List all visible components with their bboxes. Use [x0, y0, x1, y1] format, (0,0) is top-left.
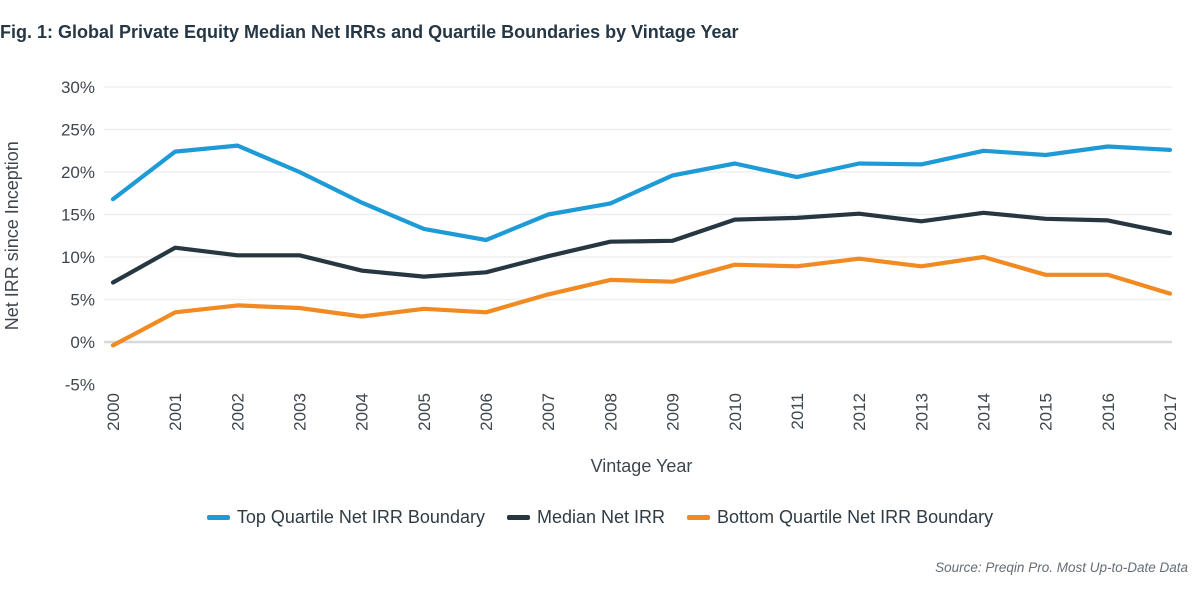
y-tick-label: 10%: [61, 248, 95, 267]
irr-line-chart: -5% 0% 5% 10% 15% 20% 25% 30% 2000 2001 2002 2003 20…: [2, 78, 1180, 476]
x-tick-label: 2006: [477, 393, 496, 431]
x-tick-label: 2002: [228, 393, 247, 431]
y-axis-title: Net IRR since Inception: [2, 141, 22, 330]
legend-label: Bottom Quartile Net IRR Boundary: [717, 507, 994, 527]
x-tick-label: 2016: [1099, 393, 1118, 431]
y-tick-label: 30%: [61, 78, 95, 97]
source-note: Source: Preqin Pro. Most Up-to-Date Data: [935, 560, 1188, 575]
x-tick-label: 2009: [664, 393, 683, 431]
y-tick-label: 20%: [61, 163, 95, 182]
y-tick-label: 15%: [61, 206, 95, 225]
legend-item: Bottom Quartile Net IRR Boundary: [687, 507, 993, 528]
y-tick-label: 25%: [61, 121, 95, 140]
axis-tick-labels: -5% 0% 5% 10% 15% 20% 25% 30% 2000 2001 2002 2003 20…: [61, 78, 1180, 431]
series-line-bottom-quartile-net-irr-boundary: [110, 254, 1173, 348]
x-tick-label: 2001: [166, 393, 185, 431]
x-tick-label: 2014: [974, 393, 993, 431]
x-tick-label: 2004: [353, 393, 372, 431]
legend-swatch-top-quartile-net-irr-boundary: [206, 515, 230, 520]
x-axis-title: Vintage Year: [591, 456, 693, 476]
y-tick-label: 0%: [70, 333, 95, 352]
x-tick-label: 2008: [601, 393, 620, 431]
x-tick-label: 2005: [415, 393, 434, 431]
legend-item: Median Net IRR: [506, 507, 666, 528]
y-tick-label: -5%: [65, 376, 95, 395]
x-tick-label: 2017: [1161, 393, 1180, 431]
x-tick-label: 2011: [788, 393, 807, 430]
x-tick-label: 2010: [726, 393, 745, 431]
x-tick-label: 2007: [539, 393, 558, 431]
page-title: Fig. 1: Global Private Equity Median Net…: [0, 22, 739, 42]
legend-label: Median Net IRR: [536, 507, 666, 527]
x-tick-label: 2012: [850, 393, 869, 431]
series-line-top-quartile-net-irr-boundary: [110, 143, 1173, 243]
x-tick-label: 2015: [1037, 393, 1056, 431]
legend-swatch-median-net-irr: [506, 515, 530, 520]
series-line-median-net-irr: [110, 210, 1173, 285]
x-tick-label: 2013: [912, 393, 931, 431]
x-tick-label: 2003: [291, 393, 310, 431]
chart-legend: Top Quartile Net IRR Boundary Median Net …: [0, 507, 1200, 528]
legend-swatch-bottom-quartile-net-irr-boundary: [687, 515, 711, 520]
x-tick-label: 2000: [104, 393, 123, 431]
legend-label: Top Quartile Net IRR Boundary: [236, 507, 485, 527]
legend-item: Top Quartile Net IRR Boundary: [206, 507, 485, 528]
y-tick-label: 5%: [70, 291, 95, 310]
